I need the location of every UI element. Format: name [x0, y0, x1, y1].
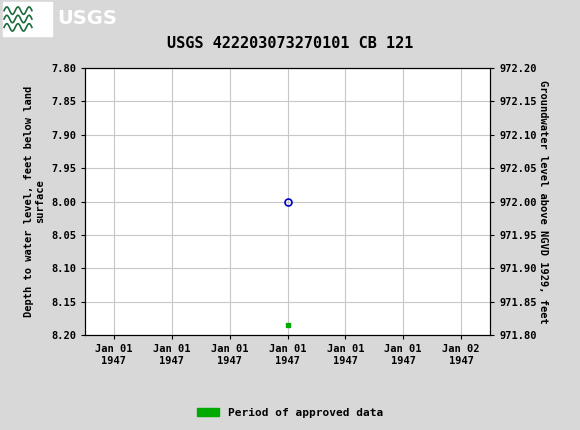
- Text: USGS: USGS: [57, 9, 117, 28]
- Y-axis label: Groundwater level above NGVD 1929, feet: Groundwater level above NGVD 1929, feet: [538, 80, 548, 323]
- Text: USGS 422203073270101 CB 121: USGS 422203073270101 CB 121: [167, 36, 413, 51]
- Y-axis label: Depth to water level, feet below land
surface: Depth to water level, feet below land su…: [24, 86, 45, 317]
- Legend: Period of approved data: Period of approved data: [193, 403, 387, 422]
- Bar: [3, 2, 52, 36]
